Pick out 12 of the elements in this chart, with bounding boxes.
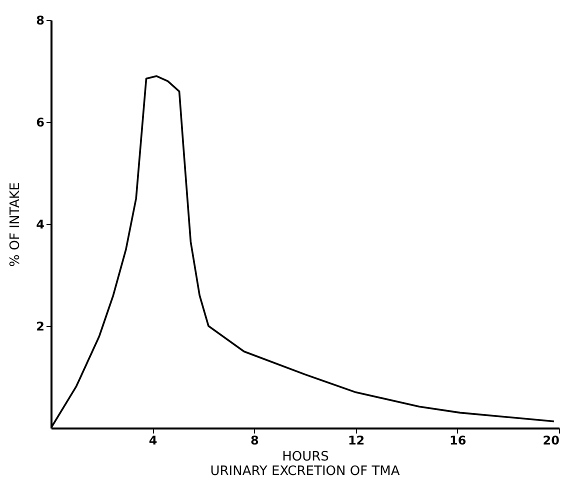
x-tick-label: 16 [450,434,466,448]
y-axis-title: % OF INTAKE [8,182,24,267]
y-tick-label: 6 [36,116,44,130]
y-tick-label: 4 [36,218,44,232]
x-tick-label: 4 [148,434,158,448]
x-axis-title: HOURS [282,450,329,464]
text: URINARY EXCRETION OF TMA [210,464,400,479]
x-tick-label: 8 [250,434,259,448]
x-tick-label: 12 [348,434,365,448]
x-tick-label: 20 [542,434,560,448]
y-tick-label: 2 [36,320,44,334]
y-tick-label: 8 [36,14,44,28]
